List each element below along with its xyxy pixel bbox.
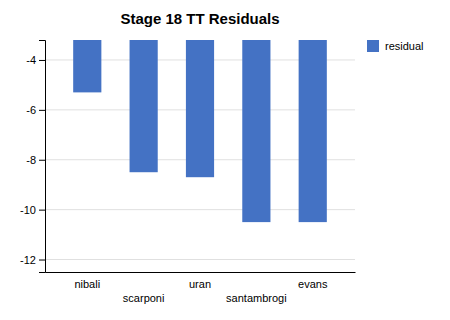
y-tick-mark (39, 210, 45, 211)
y-tick: -8 (26, 154, 45, 166)
bar (73, 40, 101, 92)
y-tick-label: -6 (26, 104, 36, 116)
y-tick-label: -4 (26, 54, 36, 66)
legend-swatch (367, 40, 379, 52)
bar (130, 40, 158, 172)
x-tick-label: nibali (74, 278, 100, 290)
y-tick-mark (39, 260, 45, 261)
x-tick: santambrogi (226, 292, 287, 304)
x-axis: nibali scarponi uran santambrogi evans (46, 273, 356, 305)
x-tick-label: santambrogi (226, 292, 287, 304)
x-axis-line (46, 272, 356, 273)
x-tick: nibali (74, 278, 100, 290)
legend-item: residual (367, 40, 424, 52)
legend: residual (367, 40, 424, 52)
x-tick: evans (298, 278, 328, 290)
bar (242, 40, 270, 222)
x-tick-label: scarponi (123, 292, 165, 304)
y-tick: -6 (26, 104, 45, 116)
bar (299, 40, 327, 222)
x-tick: scarponi (123, 292, 165, 304)
y-tick-label: -10 (20, 204, 36, 216)
y-tick-mark (39, 60, 45, 61)
y-tick-label: -12 (20, 254, 36, 266)
legend-label: residual (385, 40, 424, 52)
y-tick: -4 (26, 54, 45, 66)
y-axis-line (39, 41, 46, 273)
plot-area: -4 -6 -8 -10 -12 nibali scarponi uran santambrog… (20, 0, 355, 304)
y-axis: -4 -6 -8 -10 -12 (20, 41, 45, 273)
x-tick-label: evans (298, 278, 328, 290)
chart: -4 -6 -8 -10 -12 nibali scarponi uran santambrog… (0, 0, 450, 320)
grid-line (45, 259, 355, 260)
y-tick: -12 (20, 254, 45, 266)
y-tick: -10 (20, 204, 45, 216)
title: Stage 18 TT Residuals (120, 10, 279, 27)
bar (186, 40, 214, 177)
x-tick: uran (189, 278, 211, 290)
y-tick-label: -8 (26, 154, 36, 166)
x-tick-label: uran (189, 278, 211, 290)
bars (73, 40, 327, 222)
y-tick-mark (39, 160, 45, 161)
y-tick-mark (39, 110, 45, 111)
